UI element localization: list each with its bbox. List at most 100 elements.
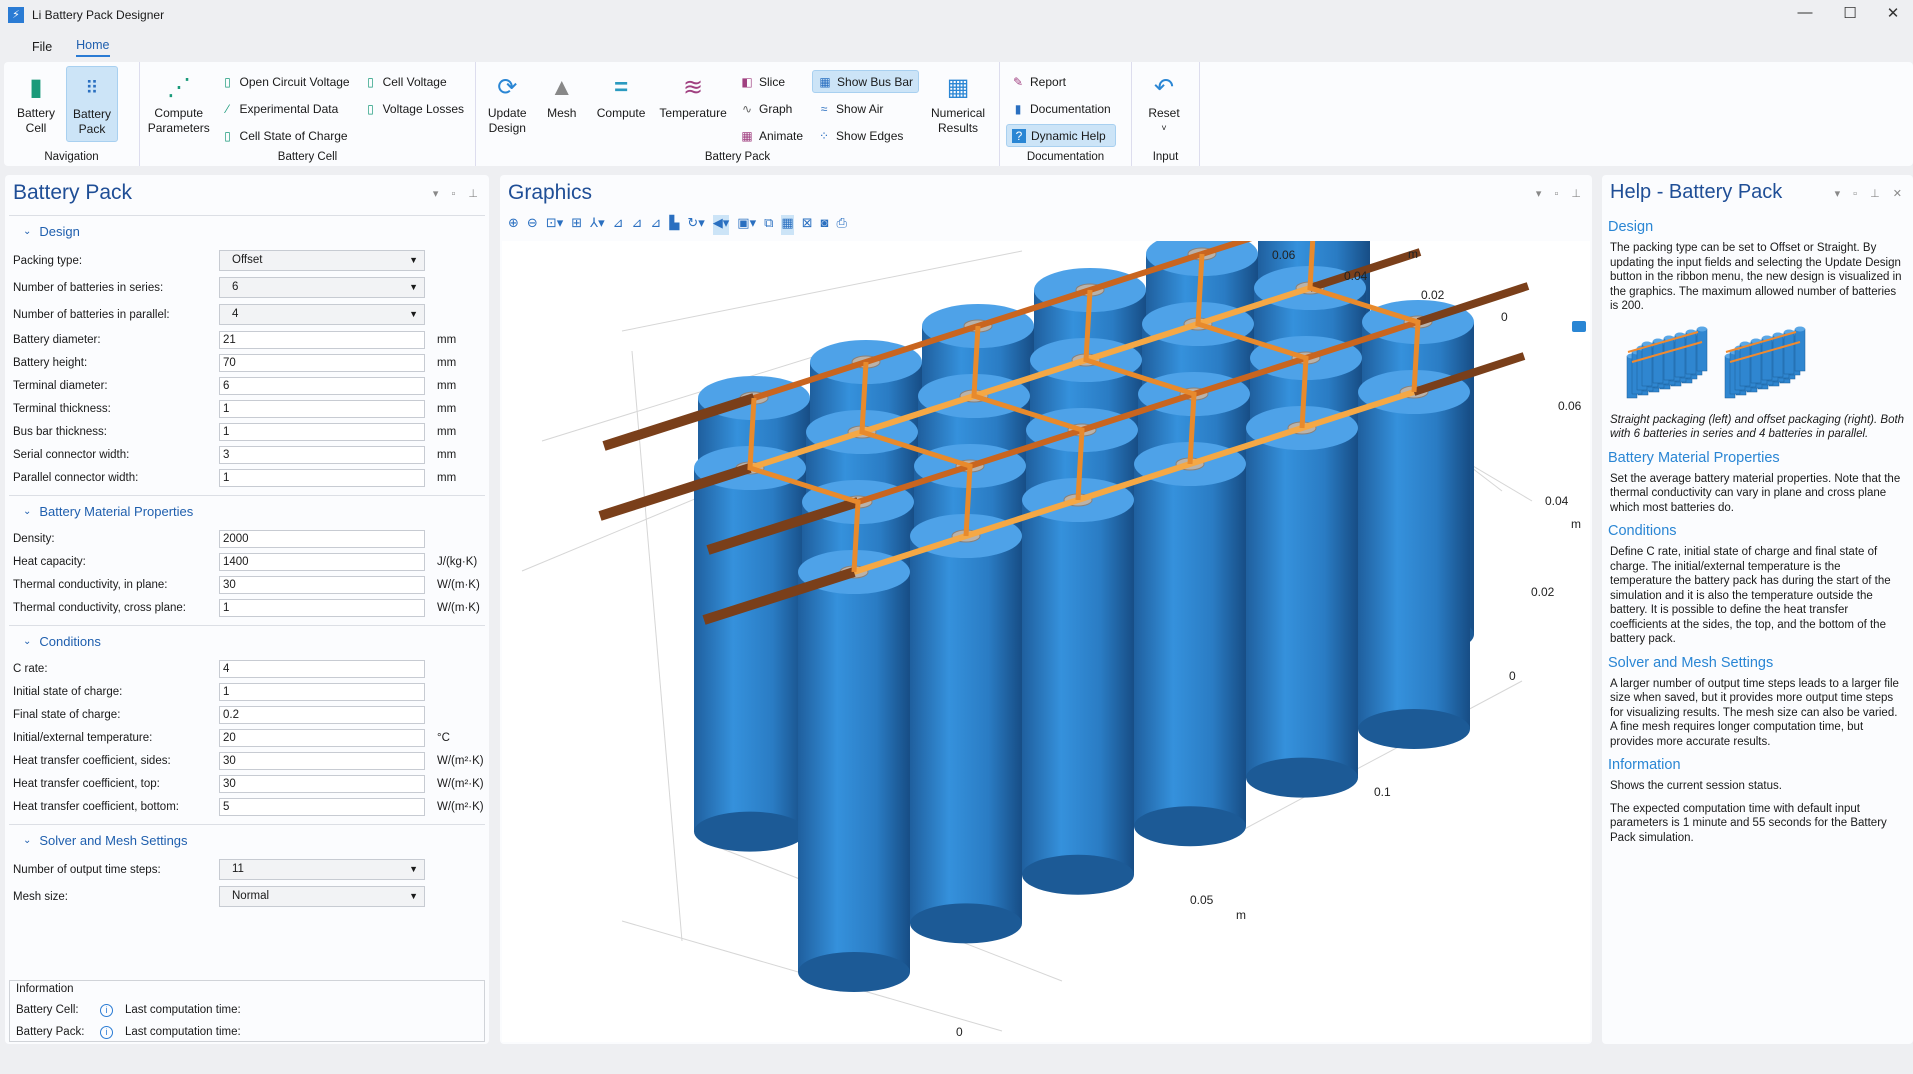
field-label: Battery height: (13, 356, 88, 369)
panel-controls[interactable]: ▾ ▫ ⊥ (1535, 188, 1586, 200)
input-field[interactable]: 5 (219, 797, 425, 816)
battery-pack-label: Battery Pack: (16, 1026, 85, 1038)
animate-button[interactable]: ▦ Animate (741, 128, 804, 143)
axis-tick-label: 0.04 (1344, 269, 1368, 283)
slice-button[interactable]: ◧ Slice (741, 74, 785, 89)
documentation-button[interactable]: ▮ Documentation (1006, 97, 1116, 120)
camera-icon[interactable]: ◙ (820, 215, 829, 230)
packaging-illustration (1626, 326, 1806, 398)
axis-orientation-icon[interactable]: ⅄▾ (590, 215, 605, 230)
ribbon-group-input: ↶ Reset ˅ Input (1132, 62, 1200, 166)
input-field[interactable]: 30 (219, 751, 425, 770)
section-solver[interactable]: ⌄ Solver and Mesh Settings (9, 824, 485, 856)
axis-tick-label: m (1236, 908, 1246, 922)
table-icon: ▦ (946, 73, 970, 101)
temperature-button[interactable]: ≋ Temperature (659, 73, 727, 120)
help-heading: Conditions (1608, 523, 1677, 539)
cell-voltage-button[interactable]: ▯ Cell Voltage (359, 70, 469, 93)
open-circuit-voltage-button[interactable]: ▯ Open Circuit Voltage (216, 70, 355, 93)
view-xy-icon[interactable]: ⊿ (612, 215, 624, 230)
dynamic-help-button[interactable]: ? Dynamic Help (1006, 124, 1116, 147)
print-icon[interactable]: ⎙ (836, 215, 847, 230)
compute-button[interactable]: = Compute (596, 73, 646, 120)
last-computation-time: Last computation time: (125, 1026, 241, 1038)
minimize-button[interactable]: — (1797, 4, 1813, 21)
select-field[interactable]: 11 ▼ (219, 859, 425, 880)
input-field[interactable]: 70 (219, 353, 425, 372)
input-field[interactable]: 0.2 (219, 705, 425, 724)
graphics-canvas[interactable]: 0.06 0.04 0.02 0 m 0.06 0.04 m 0.02 0 0.1 0.05 m 0 (502, 178, 1590, 1042)
view-zx-icon[interactable]: ⊿ (650, 215, 662, 230)
input-field[interactable]: 20 (219, 728, 425, 747)
battery-pack-button[interactable]: ⠿ Battery Pack (66, 66, 118, 142)
reset-button[interactable]: ↶ Reset ˅ (1138, 66, 1190, 142)
input-field[interactable]: 3 (219, 445, 425, 464)
unit-label: W/(m²·K) (437, 754, 484, 767)
close-button[interactable]: ✕ (1886, 5, 1900, 22)
mesh-button[interactable]: ▲ Mesh (547, 73, 577, 120)
compute-parameters-button[interactable]: ⋰ Compute Parameters (147, 73, 210, 135)
field-label: Heat transfer coefficient, sides: (13, 754, 171, 767)
show-edges-button[interactable]: ⁘ Show Edges (818, 128, 904, 143)
battery-cell-body (910, 536, 1022, 924)
field-label: Density: (13, 532, 55, 545)
input-field[interactable]: 30 (219, 774, 425, 793)
info-icon: i (100, 1025, 113, 1039)
slice-icon: ◧ (741, 74, 753, 89)
menu-home[interactable]: Home (76, 38, 110, 57)
field-row: Heat capacity: 1400 J/(kg·K) (5, 550, 489, 573)
battery-cell-body (1358, 392, 1470, 729)
battery-cell-body (1022, 500, 1134, 875)
grid-icon: ▦ (819, 74, 831, 89)
zoom-in-icon[interactable]: ⊕ (508, 215, 519, 230)
zoom-box-icon[interactable]: ⊡▾ (545, 215, 564, 230)
select-field[interactable]: 6 ▼ (219, 277, 425, 298)
input-field[interactable]: 1400 (219, 552, 425, 571)
section-conditions[interactable]: ⌄ Conditions (9, 625, 485, 657)
select-field[interactable]: Offset ▼ (219, 250, 425, 271)
select-field[interactable]: 4 ▼ (219, 304, 425, 325)
view-yz-icon[interactable]: ⊿ (631, 215, 643, 230)
experimental-data-button[interactable]: ⁄ Experimental Data (216, 97, 355, 120)
input-field[interactable]: 1 (219, 468, 425, 487)
input-field[interactable]: 30 (219, 575, 425, 594)
input-field[interactable]: 2000 (219, 529, 425, 548)
input-field[interactable]: 4 (219, 659, 425, 678)
input-field[interactable]: 6 (219, 376, 425, 395)
update-design-button[interactable]: ⟳ Update Design (487, 73, 527, 135)
cell-state-of-charge-button[interactable]: ▯ Cell State of Charge (216, 124, 355, 147)
menu-file[interactable]: File (32, 40, 53, 54)
field-label: Heat transfer coefficient, top: (13, 777, 160, 790)
wireframe-icon[interactable]: ⧉ (764, 215, 774, 230)
report-button[interactable]: ✎ Report (1012, 74, 1067, 89)
maximize-button[interactable]: ☐ (1843, 5, 1857, 22)
input-field[interactable]: 1 (219, 682, 425, 701)
input-field[interactable]: 1 (219, 422, 425, 441)
graph-button[interactable]: ∿ Graph (741, 101, 793, 116)
show-air-button[interactable]: ≈ Show Air (812, 97, 919, 120)
zoom-extents-icon[interactable]: ⊞ (571, 215, 583, 230)
select-field[interactable]: Normal ▼ (219, 886, 425, 907)
numerical-results-button[interactable]: ▦ Numerical Results (931, 73, 986, 135)
go-to-view-icon[interactable]: ▙ (669, 215, 680, 230)
section-material[interactable]: ⌄ Battery Material Properties (9, 495, 485, 527)
panel-controls[interactable]: ▾ ▫ ⊥ (432, 188, 483, 200)
edges-icon: ⁘ (818, 128, 830, 143)
input-field[interactable]: 1 (219, 598, 425, 617)
zoom-out-icon[interactable]: ⊖ (526, 215, 538, 230)
section-design[interactable]: ⌄ Design (9, 215, 485, 247)
show-bus-bar-button[interactable]: ▦ Show Bus Bar (812, 70, 920, 93)
rotate-icon[interactable]: ↻▾ (687, 215, 705, 230)
dropdown-arrow-icon: ▼ (409, 282, 418, 292)
voltage-losses-button[interactable]: ▯ Voltage Losses (359, 97, 469, 120)
transparency-icon[interactable]: ▣▾ (737, 215, 757, 230)
grid-icon[interactable]: ▦ (781, 215, 794, 235)
light-icon[interactable]: ◀▾ (712, 215, 730, 235)
render-icon[interactable]: ⊠ (801, 215, 813, 230)
battery-cell-button[interactable]: ▮ Battery Cell (16, 73, 55, 135)
input-field[interactable]: 1 (219, 399, 425, 418)
panel-controls[interactable]: ▾ ▫ ⊥ ✕ (1834, 188, 1907, 200)
input-field[interactable]: 21 (219, 330, 425, 349)
field-row: Bus bar thickness: 1 mm (5, 420, 489, 443)
